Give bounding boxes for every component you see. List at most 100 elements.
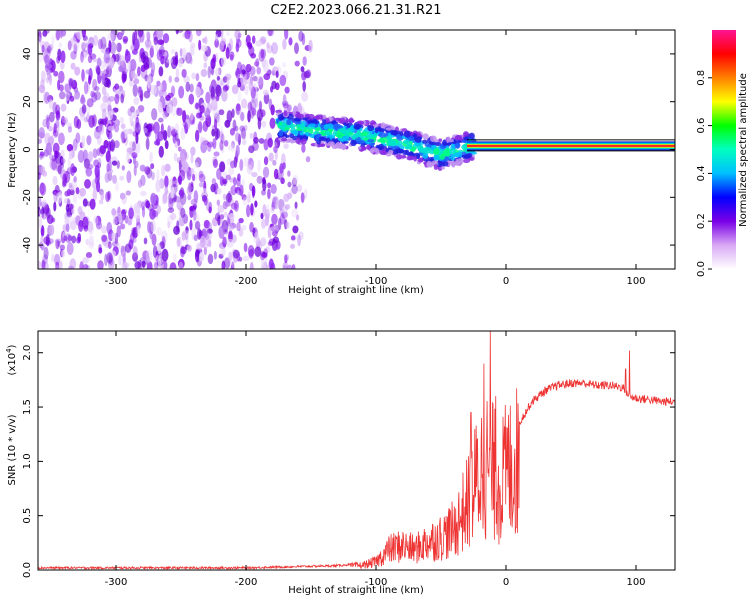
noise-cell	[70, 50, 77, 60]
noise-cell	[255, 40, 263, 47]
noise-cell	[185, 117, 191, 130]
noise-cell	[86, 98, 94, 108]
noise-cell	[38, 127, 45, 139]
noise-cell	[235, 132, 241, 142]
noise-cell	[149, 151, 153, 163]
noise-cell	[233, 200, 239, 212]
noise-cell	[129, 115, 133, 124]
noise-cell	[68, 265, 74, 269]
spectrogram-x-tick-label: -100	[365, 276, 388, 287]
noise-cell	[120, 223, 126, 230]
noise-cell	[112, 210, 119, 220]
noise-cell	[248, 145, 255, 154]
noise-cell	[52, 129, 59, 137]
noise-cell	[283, 143, 289, 149]
noise-cell	[138, 86, 143, 99]
noise-cell	[246, 204, 251, 218]
signal-cell	[322, 119, 327, 123]
noise-cell	[81, 42, 87, 51]
noise-cell	[158, 117, 164, 123]
noise-cell	[189, 83, 194, 93]
noise-cell	[134, 140, 141, 154]
noise-cell	[195, 30, 202, 37]
noise-cell	[238, 217, 244, 224]
signal-cell	[462, 158, 471, 164]
noise-cell	[258, 100, 263, 111]
noise-cell	[223, 140, 229, 147]
noise-cell	[46, 70, 51, 80]
noise-cell	[240, 225, 247, 231]
noise-cell	[296, 184, 303, 192]
noise-cell	[174, 139, 179, 149]
noise-cell	[55, 30, 61, 41]
noise-cell	[203, 62, 208, 69]
signal-cell	[455, 134, 463, 141]
noise-cell	[219, 214, 225, 220]
noise-cell	[180, 245, 185, 258]
noise-cell	[191, 72, 196, 80]
noise-cell	[279, 163, 284, 175]
noise-cell	[216, 128, 221, 139]
noise-cell	[252, 227, 256, 238]
noise-cell	[150, 171, 155, 181]
noise-cell	[290, 243, 296, 249]
noise-cell	[44, 54, 50, 66]
noise-cell	[216, 199, 221, 206]
noise-cell	[132, 84, 138, 97]
noise-cell	[123, 59, 127, 73]
noise-cell	[158, 45, 165, 56]
noise-cell	[87, 43, 93, 56]
noise-cell	[300, 192, 305, 204]
noise-cell	[302, 81, 307, 92]
noise-cell	[194, 171, 198, 181]
noise-cell	[139, 164, 146, 172]
noise-cell	[41, 199, 47, 208]
signal-cell	[336, 141, 341, 149]
signal-cell	[462, 154, 467, 159]
noise-cell	[120, 245, 125, 253]
noise-cell	[147, 123, 155, 132]
signal-cell	[286, 119, 291, 123]
noise-cell	[212, 54, 217, 63]
noise-cell	[260, 218, 267, 229]
noise-cell	[168, 75, 172, 83]
noise-cell	[96, 135, 102, 145]
noise-cell	[217, 204, 225, 213]
noise-cell	[50, 134, 54, 147]
noise-cell	[167, 221, 171, 229]
noise-cell	[38, 172, 41, 180]
signal-cell	[367, 125, 375, 132]
noise-cell	[145, 41, 150, 50]
noise-cell	[220, 38, 226, 46]
noise-cell	[121, 251, 127, 258]
noise-cell	[56, 56, 61, 64]
noise-cell	[81, 135, 86, 149]
signal-cell	[425, 146, 432, 151]
noise-cell	[61, 249, 66, 258]
noise-cell	[170, 56, 178, 70]
noise-cell	[69, 185, 75, 192]
noise-cell	[124, 50, 131, 64]
noise-cell	[200, 45, 208, 52]
noise-cell	[64, 83, 72, 93]
noise-cell	[185, 233, 189, 245]
signal-cell	[367, 139, 375, 143]
noise-cell	[282, 205, 288, 213]
signal-cell	[323, 124, 329, 130]
noise-cell	[78, 219, 84, 232]
noise-cell	[114, 83, 120, 90]
noise-cell	[127, 60, 131, 72]
noise-cell	[176, 220, 180, 233]
noise-cell	[185, 226, 189, 234]
noise-cell	[257, 116, 262, 130]
noise-cell	[156, 30, 164, 39]
noise-cell	[75, 215, 81, 226]
signal-cell	[422, 152, 429, 159]
signal-cell	[275, 109, 283, 114]
signal-cell	[322, 114, 327, 120]
noise-cell	[190, 146, 196, 156]
signal-cell	[426, 162, 432, 168]
noise-cell	[43, 246, 49, 260]
noise-cell	[262, 203, 267, 217]
noise-cell	[243, 242, 248, 253]
